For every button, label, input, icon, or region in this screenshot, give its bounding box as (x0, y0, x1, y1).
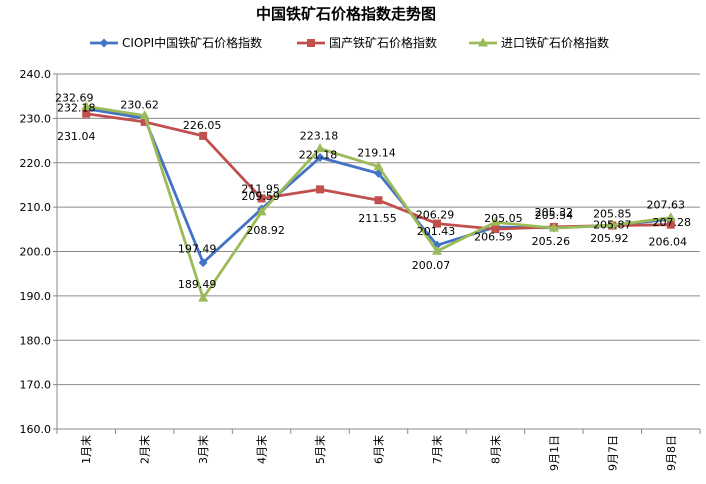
data-label: 211.95 (241, 182, 280, 195)
series-line (85, 107, 671, 265)
data-label: 223.18 (300, 130, 339, 143)
legend-item-3: 进口铁矿石价格指数 (469, 35, 609, 50)
data-label: 206.04 (649, 236, 688, 249)
data-label: 207.28 (653, 216, 692, 229)
x-tick-label: 4月末 (255, 435, 269, 464)
legend-item-2: 国产铁矿石价格指数 (297, 35, 437, 50)
data-label: 221.18 (299, 149, 338, 162)
x-tick-label: 3月末 (196, 435, 210, 464)
axes: 160.0 170.0 180.0 190.0 200.0 210.0 220.0 230.0… (20, 68, 701, 471)
data-label: 205.05 (484, 212, 523, 225)
data-label: 206.59 (474, 230, 513, 243)
y-tick-label: 200.0 (20, 246, 52, 259)
legend-label: CIOPI中国铁矿石价格指数 (122, 35, 262, 50)
data-label: 231.04 (57, 130, 96, 143)
x-tick-label: 6月末 (372, 435, 386, 464)
data-label: 230.62 (120, 99, 159, 112)
data-label: 201.43 (417, 225, 456, 238)
data-label: 211.55 (358, 212, 397, 225)
data-point (316, 185, 325, 194)
data-label: 200.07 (412, 259, 451, 272)
x-tick-label: 5月末 (313, 435, 327, 464)
data-point (491, 225, 500, 234)
grid (57, 73, 700, 430)
data-point (666, 220, 675, 229)
data-point (257, 194, 266, 203)
y-tick-label: 180.0 (20, 334, 52, 347)
data-label: 206.29 (416, 209, 455, 222)
legend-label: 进口铁矿石价格指数 (501, 35, 609, 50)
data-point (139, 110, 150, 120)
data-label: 205.85 (593, 208, 632, 221)
data-label: 209.59 (241, 190, 280, 203)
data-point (432, 219, 441, 228)
data-point (315, 153, 325, 163)
data-point (548, 222, 559, 232)
legend: CIOPI中国铁矿石价格指数 国产铁矿石价格指数 进口铁矿石价格指数 (90, 35, 609, 50)
data-label: 197.49 (178, 243, 217, 256)
data-point (374, 196, 383, 205)
data-label: 189.49 (178, 278, 217, 291)
y-tick-label: 190.0 (20, 290, 52, 303)
data-point (199, 131, 208, 140)
data-label: 205.54 (535, 209, 574, 222)
data-point (607, 219, 618, 229)
data-label: 219.14 (357, 147, 396, 160)
data-point (490, 216, 501, 226)
x-tick-label: 9月7日 (606, 435, 619, 471)
data-point (256, 206, 267, 216)
data-label: 205.87 (593, 218, 632, 231)
x-tick-label: 2月末 (138, 435, 152, 464)
y-tick-label: 160.0 (20, 423, 52, 436)
legend-item-1: CIOPI中国铁矿石价格指数 (90, 35, 262, 50)
data-label: 205.32 (535, 206, 574, 219)
x-tick-label: 9月1日 (548, 435, 561, 471)
x-tick-label: 7月末 (430, 435, 444, 464)
y-tick-label: 210.0 (20, 201, 52, 214)
data-point (82, 109, 91, 118)
data-label: 208.92 (246, 224, 285, 237)
data-point (315, 143, 326, 153)
legend-marker (478, 37, 488, 47)
data-point (81, 100, 92, 110)
data-labels: 232.18197.49209.59221.18201.43205.32205.… (55, 91, 691, 291)
y-tick-label: 240.0 (20, 68, 52, 81)
y-tick-label: 230.0 (20, 112, 52, 125)
data-point (198, 258, 208, 268)
chart-title: 中国铁矿石价格指数走势图 (256, 5, 436, 23)
data-point (140, 117, 149, 126)
data-point (431, 245, 442, 255)
data-label: 205.26 (532, 235, 571, 248)
data-point (198, 292, 209, 302)
legend-marker (99, 38, 109, 48)
series-layer (81, 100, 676, 302)
data-label: 226.05 (183, 119, 222, 132)
data-point (373, 161, 384, 171)
data-point (665, 212, 676, 222)
data-label: 205.92 (590, 232, 629, 245)
legend-marker (307, 39, 315, 47)
data-label: 232.18 (57, 102, 96, 115)
x-tick-label: 1月末 (79, 435, 93, 464)
legend-label: 国产铁矿石价格指数 (329, 35, 437, 50)
x-tick-label: 9月8日 (665, 435, 678, 471)
data-label: 232.69 (55, 91, 94, 104)
data-label: 207.63 (647, 199, 686, 212)
y-tick-label: 170.0 (20, 379, 52, 392)
y-tick-label: 220.0 (20, 157, 52, 170)
x-tick-label: 8月末 (488, 435, 502, 464)
series-3 (81, 100, 676, 302)
